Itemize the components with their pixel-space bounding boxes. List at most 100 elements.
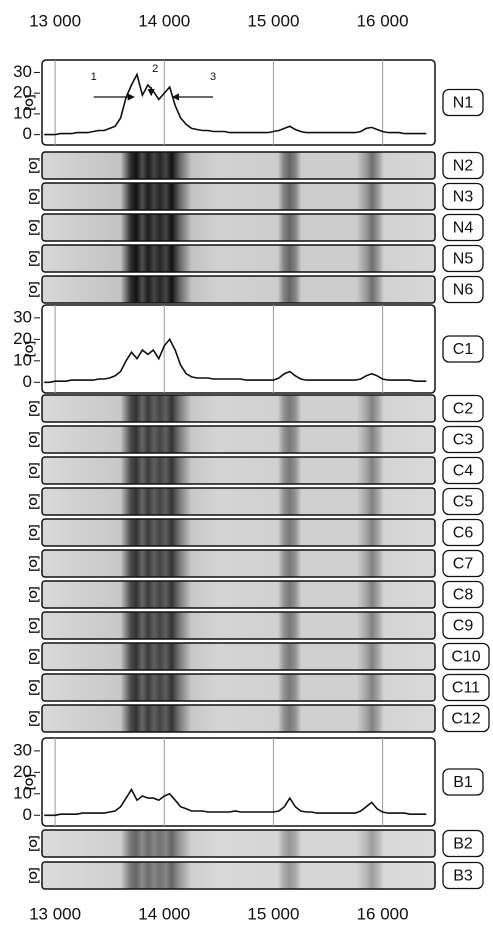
panel-frame	[41, 304, 436, 394]
y-axis-label: [O]	[28, 188, 40, 204]
panel-label: C10	[451, 649, 480, 666]
y-tick-label: 20	[13, 83, 32, 102]
y-tick-label: 20	[13, 329, 32, 348]
gel-bands	[41, 829, 436, 858]
x-tick-label: 13 000	[29, 904, 81, 923]
y-axis-label: [O]	[28, 431, 40, 447]
panel-label-box	[442, 861, 484, 890]
panel-label-box	[442, 487, 484, 516]
y-axis-label: [O]	[28, 867, 40, 883]
panel-label-box	[442, 244, 484, 273]
y-axis-label: [O]	[28, 219, 40, 235]
panel-label: N2	[453, 158, 474, 175]
panel-label-box	[442, 394, 484, 423]
spectrum-line	[44, 787, 427, 817]
panel-label-box	[442, 642, 490, 671]
panel-label: C2	[453, 401, 474, 418]
gel-bands	[41, 182, 436, 211]
x-tick-label: 13 000	[29, 11, 81, 30]
panel-label: N6	[453, 282, 474, 299]
panel-label: C12	[451, 711, 480, 728]
panel-label: B3	[453, 868, 473, 885]
gel-bands	[41, 611, 436, 640]
annotation-label: 3	[210, 71, 216, 83]
y-tick-label: 20	[13, 762, 32, 781]
y-axis-label: [O]	[28, 648, 40, 664]
panel-label-box	[442, 213, 484, 242]
panel-label-box	[442, 425, 484, 454]
gel-bands	[41, 275, 436, 304]
gel-bands	[41, 861, 436, 890]
gel-bands	[41, 456, 436, 485]
y-axis-label: [O]	[28, 710, 40, 726]
y-axis-label: [O]	[24, 341, 36, 357]
panel-label-box	[442, 335, 484, 363]
y-axis-label: [O]	[24, 774, 36, 790]
y-axis-label: [O]	[28, 524, 40, 540]
y-axis-label: [O]	[28, 281, 40, 297]
y-axis-label: [O]	[28, 250, 40, 266]
panel-label-box	[442, 151, 484, 180]
y-axis-label: [O]	[28, 462, 40, 478]
x-tick-label: 14 000	[138, 904, 190, 923]
y-axis-label: [O]	[28, 555, 40, 571]
gel-bands	[41, 704, 436, 733]
gel-bands	[41, 580, 436, 609]
y-axis-label: [O]	[28, 835, 40, 851]
y-tick-label: 30	[13, 307, 32, 326]
x-tick-label: 16 000	[357, 11, 409, 30]
annotation-label: 2	[152, 63, 158, 75]
gel-bands	[41, 673, 436, 702]
y-axis-label: [O]	[28, 157, 40, 173]
y-tick-label: 10	[13, 103, 32, 122]
y-axis-label: [O]	[28, 400, 40, 416]
panel-label-box	[442, 704, 490, 733]
panel-label-box	[442, 580, 484, 609]
annotation-label: 1	[91, 71, 97, 83]
y-axis-label: [O]	[28, 586, 40, 602]
panel-label-box	[442, 88, 484, 117]
y-tick-label: 30	[13, 62, 32, 81]
panel-label: B1	[453, 774, 473, 791]
x-tick-label: 15 000	[247, 11, 299, 30]
panel-label: C3	[453, 432, 474, 449]
panel-label: N1	[453, 95, 474, 112]
x-tick-label: 14 000	[138, 11, 190, 30]
panel-label: N3	[453, 189, 474, 206]
gel-bands	[41, 394, 436, 423]
panel-label: C11	[452, 680, 480, 697]
panel-frame	[41, 59, 436, 146]
panel-label-box	[442, 611, 484, 640]
y-tick-label: 0	[23, 372, 32, 391]
gel-bands	[41, 244, 436, 273]
spectrum-line	[44, 72, 427, 136]
gel-bands	[41, 549, 436, 578]
panel-label: N4	[453, 220, 474, 237]
spectrum-line	[44, 337, 427, 384]
panel-label-box	[442, 182, 484, 211]
panel-label: C8	[453, 587, 474, 604]
gel-bands	[41, 518, 436, 547]
gel-bands	[41, 425, 436, 454]
panel-label-box	[442, 829, 484, 858]
panel-label: C7	[453, 556, 474, 573]
y-axis-label: [O]	[28, 679, 40, 695]
panel-label-box	[442, 275, 484, 304]
y-tick-label: 10	[13, 350, 32, 369]
panel-label: C4	[453, 463, 474, 480]
panel-label: C6	[453, 525, 474, 542]
y-tick-label: 0	[23, 124, 32, 143]
panel-label-box	[442, 768, 484, 796]
panel-label: C5	[453, 494, 474, 511]
panel-frame	[41, 737, 436, 827]
panel-label-box	[442, 456, 484, 485]
y-tick-label: 10	[13, 783, 32, 802]
y-tick-label: 30	[13, 740, 32, 759]
panel-label: C1	[453, 341, 474, 358]
x-tick-label: 16 000	[357, 904, 409, 923]
panel-label: B2	[453, 836, 473, 853]
gel-bands	[41, 151, 436, 180]
x-tick-label: 15 000	[247, 904, 299, 923]
y-axis-label: [O]	[28, 617, 40, 633]
